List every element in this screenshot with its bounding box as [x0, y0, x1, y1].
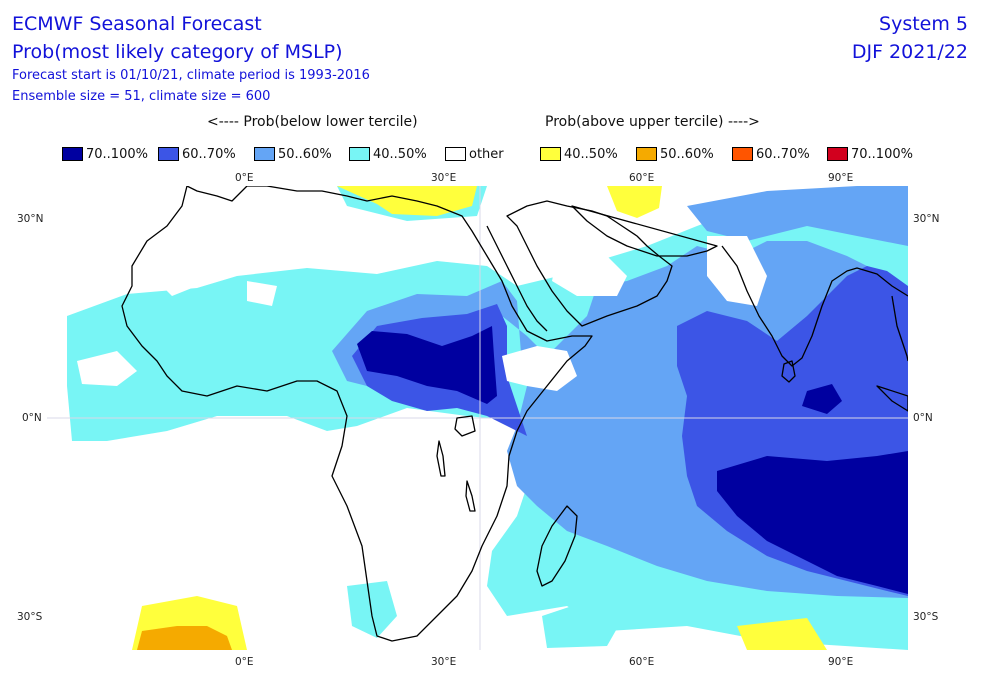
legend-label: 40..50%: [564, 146, 618, 162]
lon-label-bottom-0: 0°E: [235, 656, 254, 668]
legend-swatch: [158, 147, 179, 161]
legend-item-above-60: 60..70%: [732, 146, 810, 162]
legend-label: 60..70%: [756, 146, 810, 162]
legend-swatch: [827, 147, 848, 161]
lat-label-right-30n: 30°N: [913, 213, 940, 225]
legend-item-above-40: 40..50%: [540, 146, 618, 162]
legend-label: 50..60%: [660, 146, 714, 162]
legend-label: 70..100%: [86, 146, 148, 162]
lat-label-right-0: 0°N: [913, 412, 933, 424]
legend-label: 60..70%: [182, 146, 236, 162]
ensemble-info: Ensemble size = 51, climate size = 600: [12, 89, 271, 104]
legend-swatch: [540, 147, 561, 161]
legend-above-heading: Prob(above upper tercile) ---->: [545, 114, 760, 130]
legend-item-other: other: [445, 146, 504, 162]
map-canvas: [47, 186, 908, 650]
legend-item-below-40: 40..50%: [349, 146, 427, 162]
legend-item-above-70: 70..100%: [827, 146, 913, 162]
legend-swatch: [254, 147, 275, 161]
legend-label: 50..60%: [278, 146, 332, 162]
legend-item-below-60: 60..70%: [158, 146, 236, 162]
chart-subtitle: Prob(most likely category of MSLP): [12, 41, 343, 63]
season-label: DJF 2021/22: [851, 41, 968, 63]
region-above-50: [137, 626, 232, 650]
legend-label: other: [469, 146, 504, 162]
legend-swatch: [732, 147, 753, 161]
lat-label-left-30n: 30°N: [17, 213, 44, 225]
forecast-map: [47, 186, 908, 650]
coastlines: [121, 186, 908, 642]
lon-label-top-90: 90°E: [828, 172, 854, 184]
lat-label-right-30s: 30°S: [913, 611, 939, 623]
lon-label-bottom-30: 30°E: [431, 656, 457, 668]
legend-label: 70..100%: [851, 146, 913, 162]
lon-label-top-0: 0°E: [235, 172, 254, 184]
legend-swatch: [636, 147, 657, 161]
lon-label-top-30: 30°E: [431, 172, 457, 184]
legend-item-below-50: 50..60%: [254, 146, 332, 162]
lat-label-left-0: 0°N: [22, 412, 42, 424]
chart-title: ECMWF Seasonal Forecast: [12, 13, 262, 35]
lon-label-bottom-60: 60°E: [629, 656, 655, 668]
legend-below-heading: <---- Prob(below lower tercile): [207, 114, 418, 130]
legend-swatch: [349, 147, 370, 161]
region-other: [77, 236, 767, 391]
forecast-info: Forecast start is 01/10/21, climate peri…: [12, 68, 370, 83]
legend-item-below-70: 70..100%: [62, 146, 148, 162]
legend-label: 40..50%: [373, 146, 427, 162]
region-below-70: [357, 326, 908, 594]
system-label: System 5: [879, 13, 968, 35]
legend-item-above-50: 50..60%: [636, 146, 714, 162]
lon-label-top-60: 60°E: [629, 172, 655, 184]
legend-swatch: [62, 147, 83, 161]
lon-label-bottom-90: 90°E: [828, 656, 854, 668]
legend-swatch: [445, 147, 466, 161]
graticule: [47, 186, 908, 650]
lat-label-left-30s: 30°S: [17, 611, 43, 623]
